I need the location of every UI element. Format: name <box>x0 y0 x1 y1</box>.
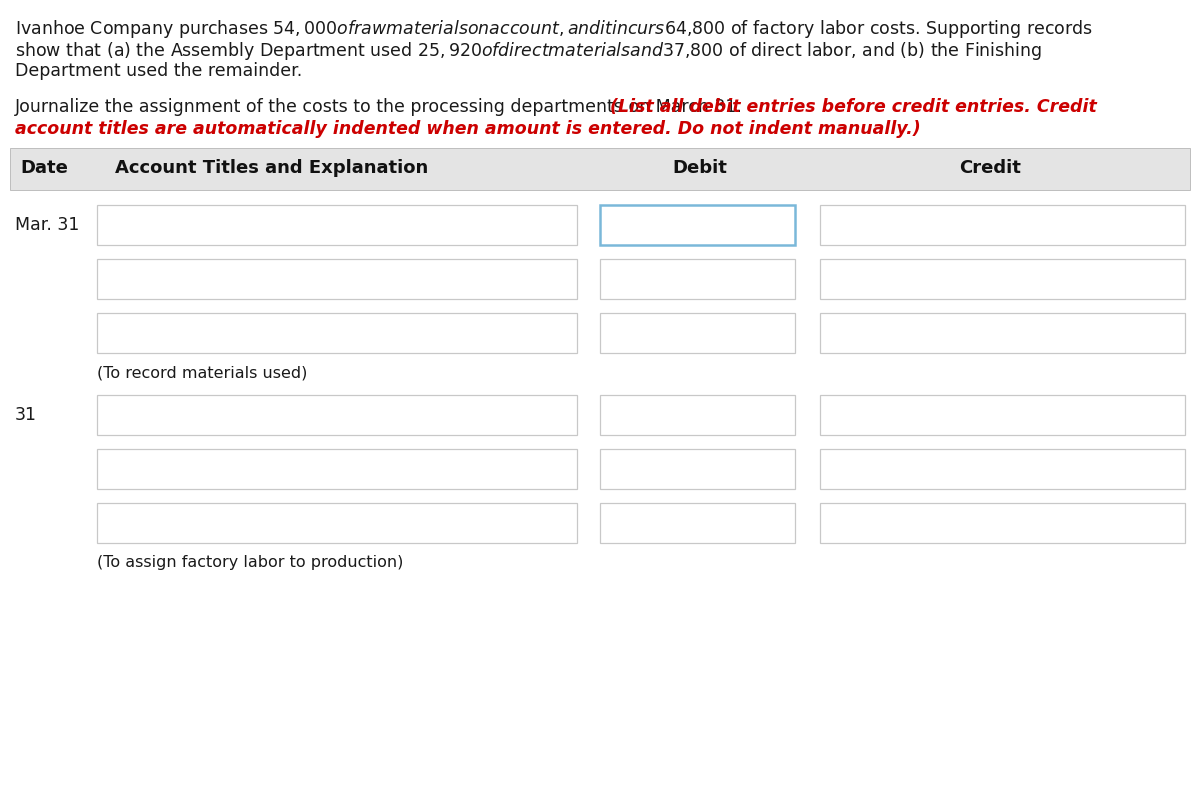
Text: Account Titles and Explanation: Account Titles and Explanation <box>115 159 428 177</box>
Bar <box>820 503 1186 543</box>
Text: show that (a) the Assembly Department used $25,920 of direct materials and $37,8: show that (a) the Assembly Department us… <box>14 40 1042 62</box>
Bar <box>97 313 577 353</box>
Bar <box>97 259 577 299</box>
Bar <box>600 449 796 489</box>
Bar <box>820 313 1186 353</box>
Text: Journalize the assignment of the costs to the processing departments on March 31: Journalize the assignment of the costs t… <box>14 98 749 116</box>
Bar <box>97 205 577 245</box>
Bar <box>600 205 796 245</box>
Text: Debit: Debit <box>672 159 727 177</box>
Text: (To record materials used): (To record materials used) <box>97 365 307 380</box>
Bar <box>820 259 1186 299</box>
Text: Mar. 31: Mar. 31 <box>14 216 79 234</box>
Text: Credit: Credit <box>959 159 1021 177</box>
Bar <box>600 503 796 543</box>
Text: 31: 31 <box>14 406 37 424</box>
Text: (List all debit entries before credit entries. Credit: (List all debit entries before credit en… <box>610 98 1097 116</box>
Text: Ivanhoe Company purchases $54,000 of raw materials on account, and it incurs $64: Ivanhoe Company purchases $54,000 of raw… <box>14 18 1093 40</box>
Bar <box>10 148 1190 190</box>
Bar <box>820 395 1186 435</box>
Text: Date: Date <box>20 159 68 177</box>
Bar <box>600 313 796 353</box>
Bar <box>600 259 796 299</box>
Bar <box>97 449 577 489</box>
Bar <box>97 503 577 543</box>
Bar <box>820 205 1186 245</box>
Text: Department used the remainder.: Department used the remainder. <box>14 62 302 80</box>
Bar <box>600 395 796 435</box>
Bar <box>820 449 1186 489</box>
Text: account titles are automatically indented when amount is entered. Do not indent : account titles are automatically indente… <box>14 120 920 138</box>
Bar <box>97 395 577 435</box>
Text: (To assign factory labor to production): (To assign factory labor to production) <box>97 555 403 570</box>
